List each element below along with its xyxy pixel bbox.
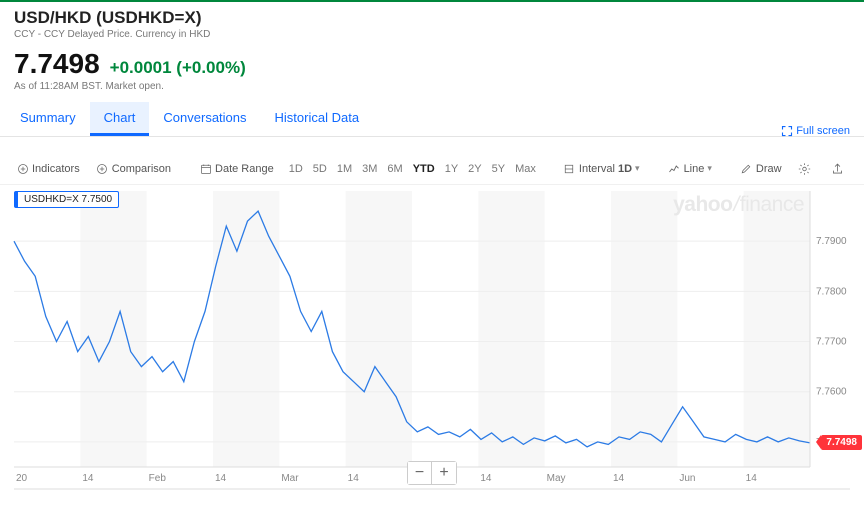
tab-chart[interactable]: Chart <box>90 102 150 136</box>
svg-text:14: 14 <box>480 473 492 484</box>
range-ytd[interactable]: YTD <box>408 160 440 178</box>
quote-subtitle: CCY - CCY Delayed Price. Currency in HKD <box>14 29 850 40</box>
range-5y[interactable]: 5Y <box>487 160 510 178</box>
share-button[interactable] <box>825 159 850 178</box>
quote-asof: As of 11:28AM BST. Market open. <box>14 81 850 92</box>
quote-price: 7.7498 <box>14 48 100 80</box>
comparison-button[interactable]: Comparison <box>90 159 177 178</box>
zoom-control: − + <box>407 461 457 485</box>
date-range-label: Date Range <box>215 163 274 175</box>
tab-conversations[interactable]: Conversations <box>149 102 260 136</box>
tab-summary[interactable]: Summary <box>6 102 90 136</box>
svg-text:7.7600: 7.7600 <box>816 387 847 398</box>
interval-icon <box>563 162 576 175</box>
svg-text:Feb: Feb <box>149 473 167 484</box>
zoom-out-button[interactable]: − <box>408 462 432 484</box>
interval-label: Interval <box>579 163 615 175</box>
svg-text:14: 14 <box>746 473 758 484</box>
chart-type-button[interactable]: Line ▾ <box>662 159 718 178</box>
svg-text:14: 14 <box>613 473 625 484</box>
range-3m[interactable]: 3M <box>357 160 382 178</box>
chart-toolbar: Indicators Comparison Date Range 1D5D1M3… <box>0 153 864 185</box>
draw-button[interactable]: Draw <box>734 159 788 178</box>
date-range-button[interactable]: Date Range <box>193 159 280 178</box>
tab-historical-data[interactable]: Historical Data <box>261 102 374 136</box>
zoom-in-button[interactable]: + <box>432 462 456 484</box>
interval-value: 1D <box>618 163 632 175</box>
indicators-label: Indicators <box>32 163 80 175</box>
line-chart-icon <box>668 162 681 175</box>
plus-circle-icon <box>16 162 29 175</box>
reset-button[interactable] <box>858 159 864 178</box>
range-1d[interactable]: 1D <box>284 160 308 178</box>
interval-button[interactable]: Interval 1D ▾ <box>557 159 646 178</box>
draw-label: Draw <box>756 163 782 175</box>
plus-circle-icon <box>96 162 109 175</box>
svg-text:14: 14 <box>348 473 360 484</box>
chart-area[interactable]: 7.75007.76007.77007.78007.79002014Feb14M… <box>0 187 864 523</box>
svg-text:7.7900: 7.7900 <box>816 236 847 247</box>
fullscreen-link[interactable]: Full screen <box>780 124 850 137</box>
share-icon <box>831 162 844 175</box>
svg-text:7.7800: 7.7800 <box>816 286 847 297</box>
range-2y[interactable]: 2Y <box>463 160 486 178</box>
settings-button[interactable] <box>792 159 817 178</box>
range-1y[interactable]: 1Y <box>440 160 463 178</box>
svg-text:14: 14 <box>215 473 227 484</box>
svg-text:7.7700: 7.7700 <box>816 337 847 348</box>
chevron-down-icon: ▾ <box>635 163 640 174</box>
range-5d[interactable]: 5D <box>308 160 332 178</box>
calendar-icon <box>199 162 212 175</box>
range-1m[interactable]: 1M <box>332 160 357 178</box>
ticker-pill[interactable]: USDHKD=X 7.7500 <box>14 191 119 208</box>
svg-text:May: May <box>547 473 566 484</box>
tabs-bar: SummaryChartConversationsHistorical Data <box>0 102 864 137</box>
range-6m[interactable]: 6M <box>382 160 407 178</box>
gear-icon <box>798 162 811 175</box>
page-title: USD/HKD (USDHKD=X) <box>14 8 850 28</box>
svg-text:Mar: Mar <box>281 473 299 484</box>
quote-change: +0.0001 (+0.00%) <box>110 58 246 78</box>
pencil-icon <box>740 162 753 175</box>
svg-text:14: 14 <box>82 473 94 484</box>
indicators-button[interactable]: Indicators <box>10 159 86 178</box>
watermark: yahoo/finance <box>673 193 804 217</box>
chevron-down-icon: ▾ <box>707 163 712 174</box>
last-price-flag: 7.7498 <box>821 435 862 450</box>
fullscreen-label: Full screen <box>796 125 850 137</box>
range-max[interactable]: Max <box>510 160 541 178</box>
expand-icon <box>780 124 793 137</box>
svg-text:Jun: Jun <box>679 473 695 484</box>
chart-type-label: Line <box>684 163 705 175</box>
comparison-label: Comparison <box>112 163 171 175</box>
svg-text:20: 20 <box>16 473 28 484</box>
